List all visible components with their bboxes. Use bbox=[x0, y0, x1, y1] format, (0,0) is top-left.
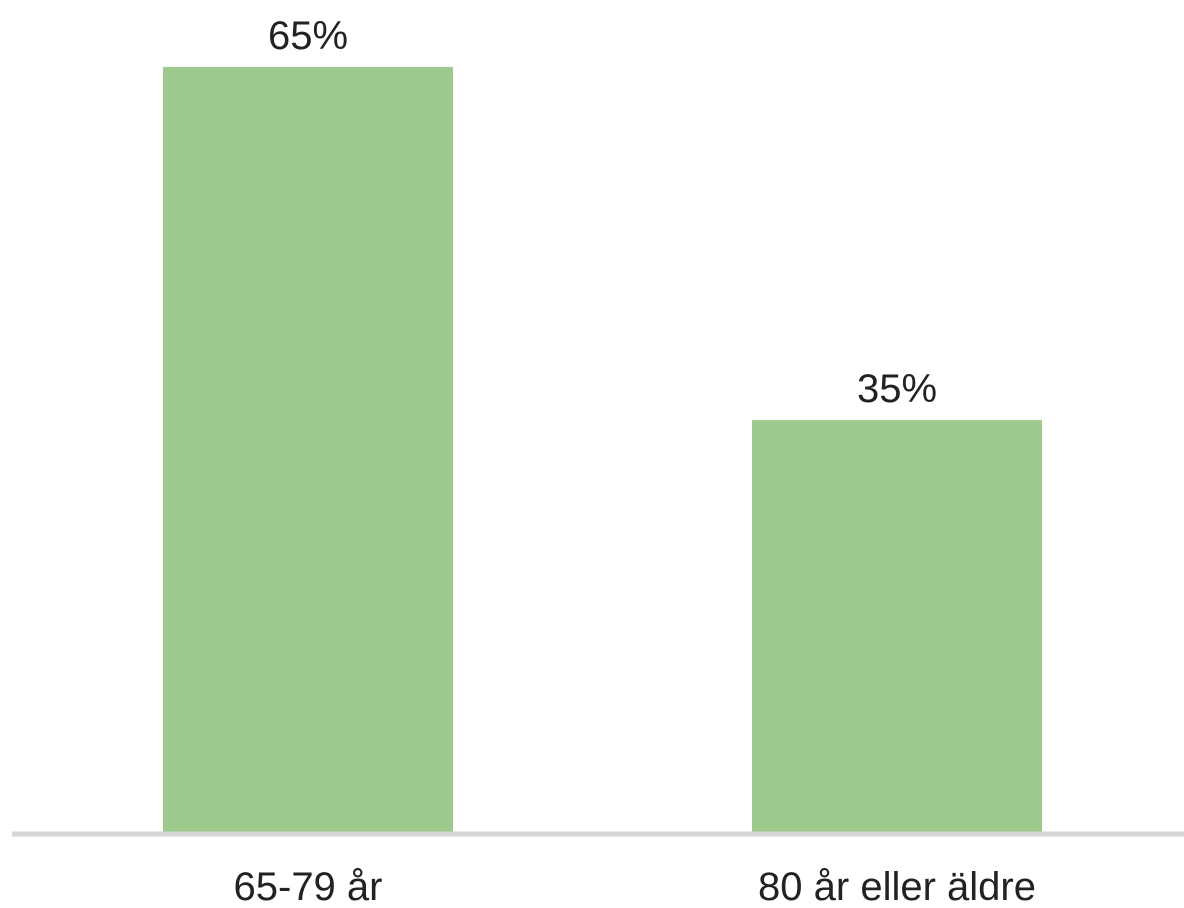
value-label-2: 35% bbox=[857, 367, 937, 411]
x-tick-label-1: 65-79 år bbox=[234, 865, 383, 908]
x-tick-labels-group: 65-79 år 80 år eller äldre bbox=[234, 865, 1036, 908]
bar-2 bbox=[752, 420, 1042, 832]
bars-group bbox=[163, 67, 1042, 832]
value-label-1: 65% bbox=[268, 14, 348, 58]
bar-1 bbox=[163, 67, 453, 832]
x-tick-label-2: 80 år eller äldre bbox=[758, 865, 1036, 908]
